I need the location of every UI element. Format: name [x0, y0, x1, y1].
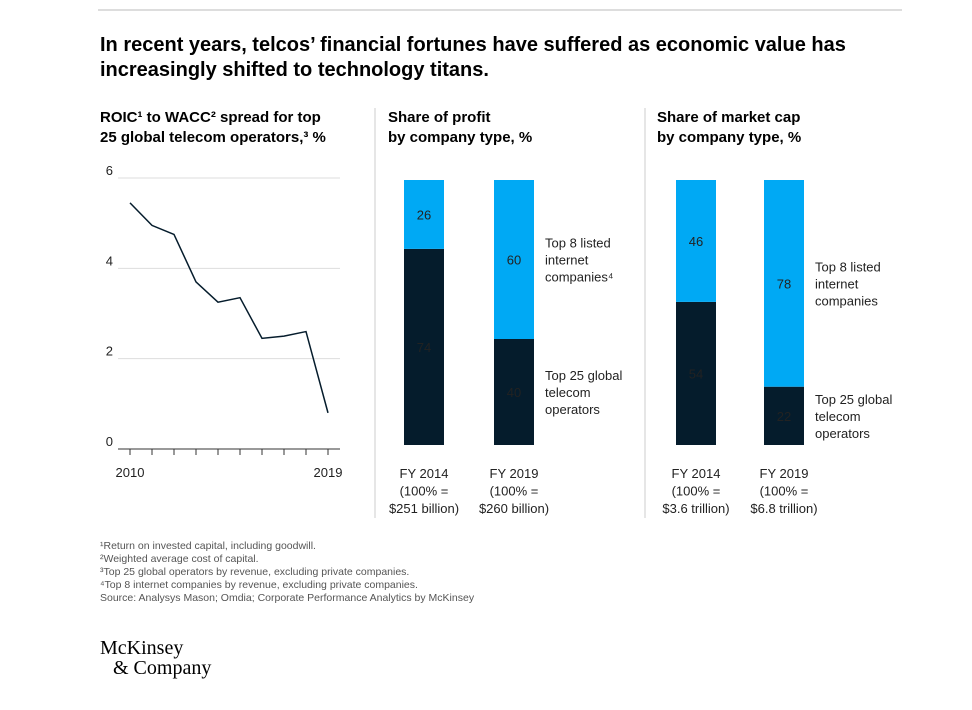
bar-segment	[676, 301, 716, 445]
value-label: 26	[417, 207, 431, 222]
panel-title: Share of market cap	[657, 109, 800, 126]
legend-label: telecom	[545, 385, 591, 400]
x-tick-label: FY 2019	[490, 466, 539, 481]
y-tick-label: 0	[106, 434, 113, 449]
value-label: 22	[777, 409, 791, 424]
x-tick-label: FY 2014	[400, 466, 449, 481]
x-tick-label: $251 billion)	[389, 501, 459, 516]
panel-title: Share of profit	[388, 109, 491, 126]
bar-segment	[494, 339, 534, 445]
title-line: increasingly shifted to technology titan…	[100, 59, 489, 81]
value-label: 78	[777, 276, 791, 291]
panel-title: 25 global telecom operators,³ %	[100, 129, 326, 146]
x-tick-label: $6.8 trillion)	[750, 501, 817, 516]
legend-label: internet	[815, 276, 859, 291]
footnote: Source: Analysys Mason; Omdia; Corporate…	[100, 592, 475, 604]
x-tick-label: $260 billion)	[479, 501, 549, 516]
legend-label: operators	[815, 426, 870, 441]
x-tick-label: 2010	[116, 465, 145, 480]
value-label: 74	[417, 340, 431, 355]
x-tick-label: FY 2014	[672, 466, 721, 481]
footnote: ¹Return on invested capital, including g…	[100, 540, 316, 552]
panel-title: by company type, %	[657, 129, 801, 146]
value-label: 60	[507, 253, 521, 268]
legend-label: Top 8 listed	[545, 236, 611, 251]
x-tick-label: (100% =	[490, 484, 539, 499]
x-tick-label: $3.6 trillion)	[662, 501, 729, 516]
x-tick-label: (100% =	[760, 484, 809, 499]
bar-segment	[404, 180, 444, 249]
footnote: ⁴Top 8 internet companies by revenue, ex…	[100, 579, 418, 591]
value-label: 54	[689, 366, 703, 381]
panel-title: ROIC¹ to WACC² spread for top	[100, 109, 321, 126]
legend-label: Top 25 global	[545, 368, 622, 383]
footnote: ²Weighted average cost of capital.	[100, 553, 259, 565]
x-tick-label: FY 2019	[760, 466, 809, 481]
x-tick-label: (100% =	[400, 484, 449, 499]
logo: & Company	[113, 657, 211, 679]
y-tick-label: 4	[106, 253, 113, 268]
legend-label: operators	[545, 402, 600, 417]
line	[129, 202, 329, 414]
y-tick-label: 2	[106, 344, 113, 359]
bar-segment	[764, 180, 804, 387]
value-label: 46	[689, 234, 703, 249]
y-tick-label: 6	[106, 163, 113, 178]
bar-segment	[404, 248, 444, 445]
title-line: In recent years, telcos’ financial fortu…	[100, 34, 846, 56]
bar-segment	[764, 386, 804, 445]
footnote: ³Top 25 global operators by revenue, exc…	[100, 566, 409, 578]
bar-segment	[494, 180, 534, 339]
x-tick-label: 2019	[314, 465, 343, 480]
legend-label: Top 25 global	[815, 392, 892, 407]
legend-label: Top 8 listed	[815, 259, 881, 274]
bar-segment	[676, 180, 716, 302]
legend-label: companies⁴	[545, 270, 613, 285]
value-label: 40	[507, 385, 521, 400]
panel-title: by company type, %	[388, 129, 532, 146]
logo: McKinsey	[100, 637, 183, 659]
legend-label: telecom	[815, 409, 861, 424]
x-tick-label: (100% =	[672, 484, 721, 499]
legend-label: internet	[545, 253, 589, 268]
legend-label: companies	[815, 293, 878, 308]
